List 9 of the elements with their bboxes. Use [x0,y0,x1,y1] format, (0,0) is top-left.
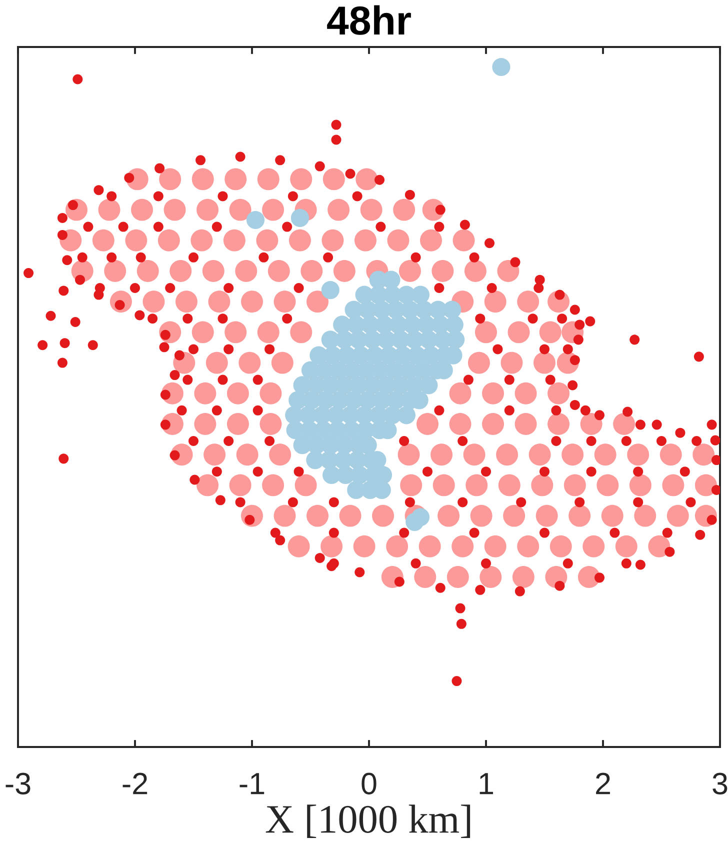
x-tick-label: -1 [240,773,264,794]
x-tick-label: 3 [712,772,728,794]
chart-title: 48hr [327,5,411,35]
x-tick-label: 2 [596,772,610,794]
x-tick-label: 0 [362,772,376,794]
x-axis-title: X [1000 km] [266,804,470,838]
x-tick-label: -2 [122,772,148,794]
x-tick-label: 1 [480,773,494,794]
x-tick-label: -3 [6,772,30,794]
